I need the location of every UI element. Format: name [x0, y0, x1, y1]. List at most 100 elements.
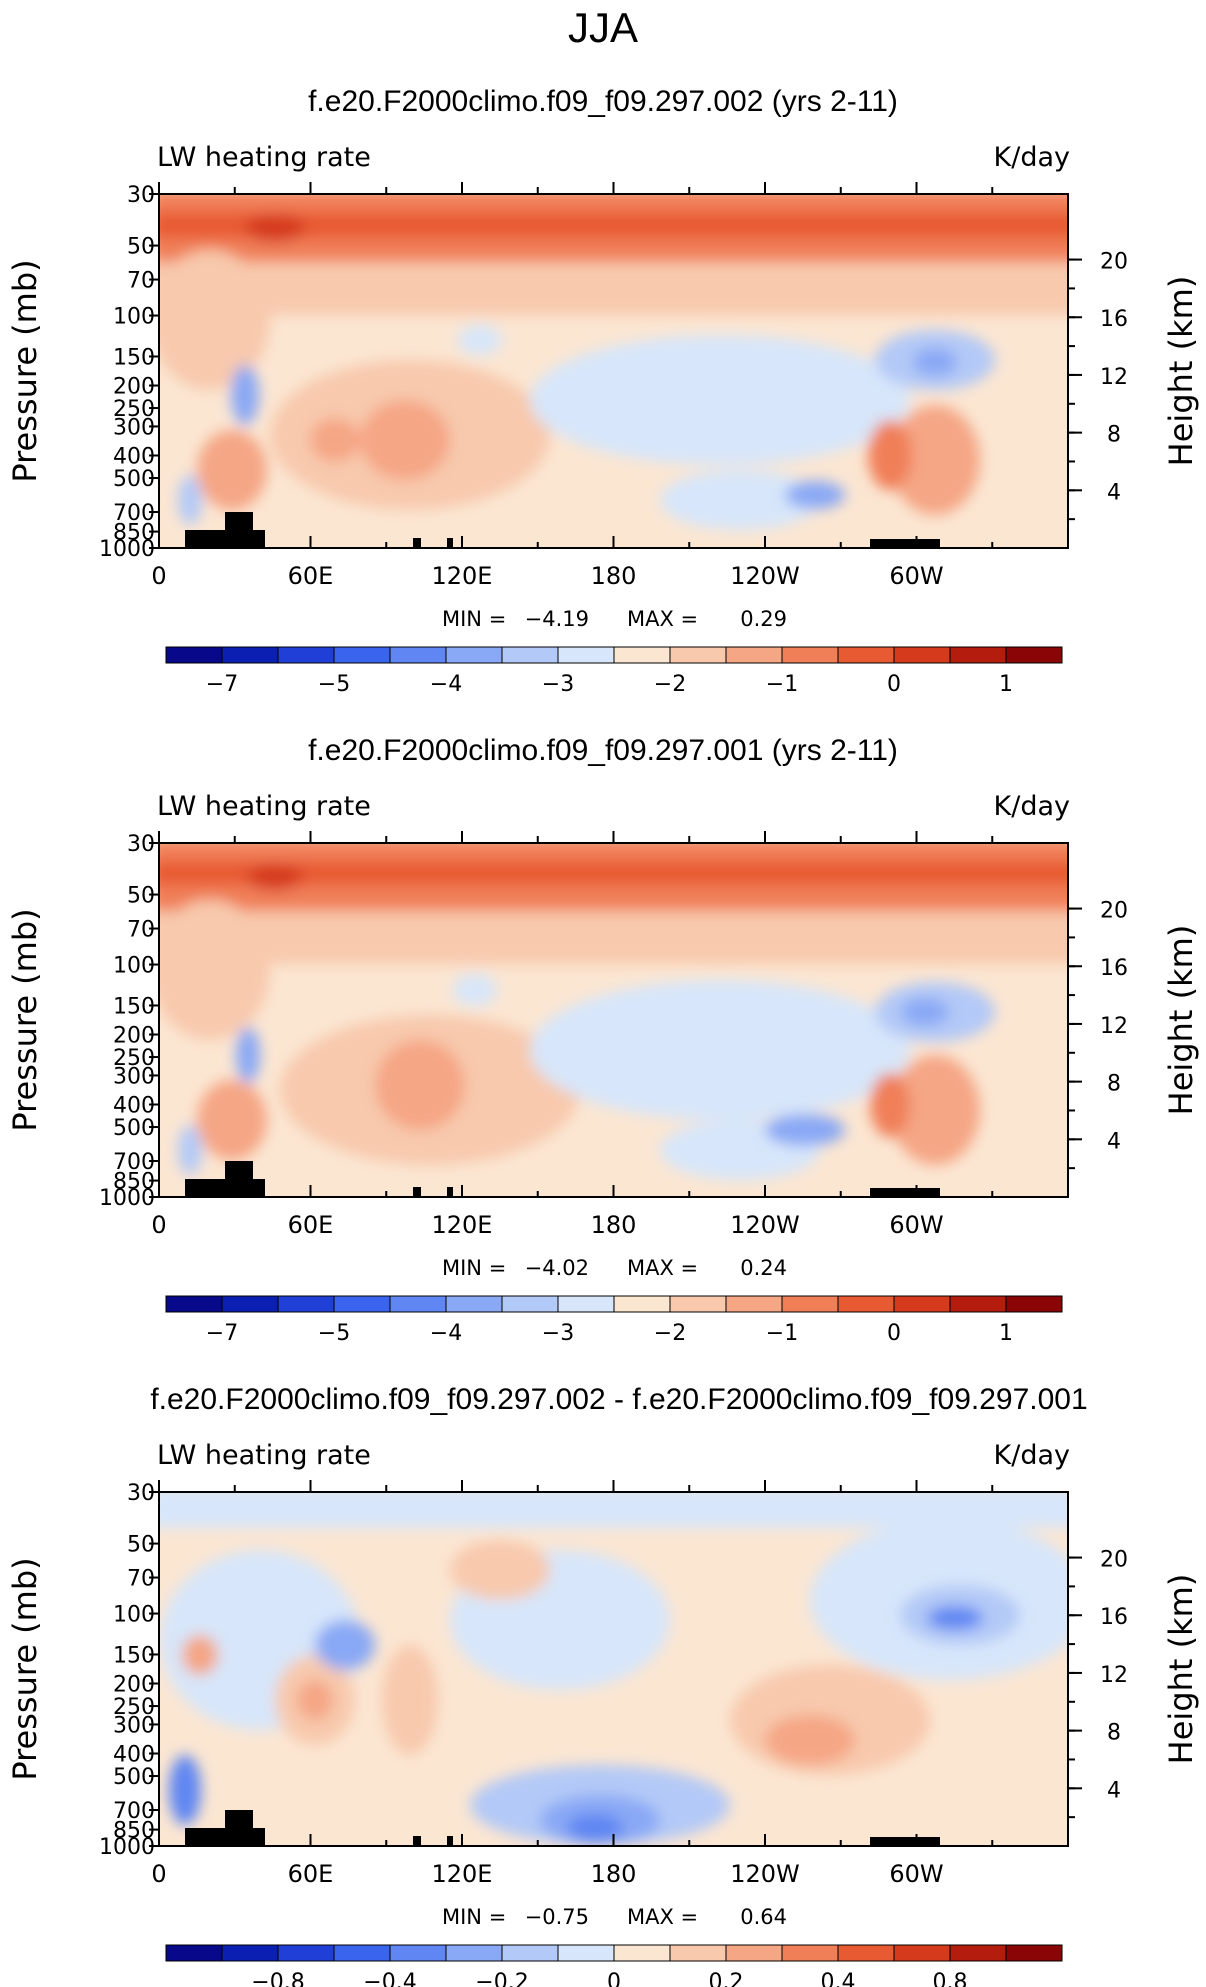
colorbar-swatch [221, 1944, 279, 1962]
colorbar-tick-label: 0 [887, 1321, 901, 1346]
y-tick-label: 100 [113, 305, 155, 330]
field-blobs [159, 194, 1068, 530]
y2-tick-label: 20 [1100, 899, 1128, 924]
colorbar-swatch [669, 646, 727, 664]
units-label: K/day [994, 1440, 1070, 1471]
colorbar-swatch [165, 1944, 223, 1962]
x-tick-label: 120E [432, 562, 493, 590]
contour-field [159, 843, 1068, 1197]
colorbar-swatch [501, 646, 559, 664]
y-tick-label: 50 [127, 1533, 155, 1558]
terrain-small-2 [447, 1836, 453, 1846]
max-label: MAX = [627, 1256, 698, 1280]
blob-blue-ne-core [913, 348, 957, 376]
max-value: 0.29 [740, 607, 787, 631]
contour-field [159, 1492, 1068, 1846]
colorbar-tick-label: −2 [654, 1321, 686, 1346]
terrain-andes [870, 1837, 940, 1846]
y-tick-label: 200 [113, 1673, 155, 1698]
colorbar-swatch [277, 646, 335, 664]
colorbar-tick-label: −2 [654, 672, 686, 697]
blob-blue-africa-mid [236, 1027, 260, 1083]
colorbar-swatch [445, 1295, 503, 1313]
x-tick-label: 60E [288, 1860, 334, 1888]
y2-axis-title: Height (km) [1162, 1574, 1200, 1765]
x-tick-label: 60W [889, 1211, 943, 1239]
terrain-small-1 [413, 1187, 421, 1197]
colorbar-swatch [949, 1295, 1007, 1313]
colorbar-swatch [501, 1295, 559, 1313]
y-tick-label: 400 [113, 1093, 155, 1118]
colorbar-swatch [893, 646, 951, 664]
min-value: −4.19 [525, 607, 589, 631]
colorbar-swatch [725, 1944, 783, 1962]
blob-blue-low-west [178, 475, 202, 525]
colorbar-swatch [613, 1295, 671, 1313]
colorbar-swatch [781, 1295, 839, 1313]
units-label: K/day [994, 142, 1070, 173]
y2-tick-label: 8 [1107, 1721, 1121, 1746]
colorbar-tick-label: −5 [318, 1321, 350, 1346]
variable-label: LW heating rate [157, 142, 371, 173]
colorbar-swatch [725, 1295, 783, 1313]
colorbar-swatch [333, 1944, 391, 1962]
x-tick-label: 180 [591, 1860, 637, 1888]
blob-blue-low-east [765, 1114, 845, 1146]
terrain-small-2 [447, 1187, 453, 1197]
blob-red-asia-core [297, 1680, 333, 1720]
season-title: JJA [568, 4, 638, 51]
blob-africa [197, 1080, 267, 1160]
x-axis: 0 60E 120E 180 120W 60W [151, 1480, 994, 1888]
blob-upper-blue-band [159, 1492, 1068, 1528]
terrain-andes [870, 1188, 940, 1197]
blob-asia-core [360, 400, 450, 480]
colorbar: −7 −5 −4 −3 −2 −1 0 1 [165, 646, 1063, 697]
colorbar-swatch [1005, 646, 1063, 664]
terrain-tibet [225, 512, 253, 548]
y-tick-label: 850 [113, 1170, 155, 1195]
colorbar-swatch [557, 646, 615, 664]
max-label: MAX = [627, 1905, 698, 1929]
colorbar: −0.8 −0.4 −0.2 0 0.2 0.4 0.8 [165, 1944, 1063, 1987]
colorbar-swatch [501, 1944, 559, 1962]
blob-india [310, 418, 360, 462]
y-tick-label: 70 [127, 1567, 155, 1592]
field-blobs [159, 843, 1068, 1180]
colorbar-swatch [837, 1295, 895, 1313]
blob-strat-core [159, 861, 1068, 885]
colorbar-tick-label: 0.2 [709, 1970, 744, 1987]
x-tick-label: 60E [288, 1211, 334, 1239]
blob-red-upper [450, 1540, 550, 1600]
y-tick-label: 30 [127, 183, 155, 208]
colorbar-tick-label: −3 [542, 672, 574, 697]
y-tick-label: 250 [113, 1046, 155, 1071]
y-tick-label: 70 [127, 918, 155, 943]
x-tick-label: 120E [432, 1211, 493, 1239]
min-value: −4.02 [525, 1256, 589, 1280]
colorbar-tick-label: −0.2 [475, 1970, 528, 1987]
colorbar-swatch [557, 1944, 615, 1962]
y2-axis: 20 16 12 8 4 [1068, 250, 1128, 521]
terrain-tibet [225, 1161, 253, 1197]
x-tick-label: 0 [151, 1860, 166, 1888]
y2-tick-label: 4 [1107, 480, 1121, 505]
y2-tick-label: 12 [1100, 365, 1128, 390]
blob-blue-low-west [178, 1125, 202, 1175]
variable-label: LW heating rate [157, 791, 371, 822]
y2-axis: 20 16 12 8 4 [1068, 899, 1128, 1170]
y2-tick-label: 4 [1107, 1778, 1121, 1803]
colorbar-swatch [165, 1295, 223, 1313]
y-tick-label: 1000 [99, 1186, 155, 1211]
colorbar-tick-label: 0.4 [821, 1970, 856, 1987]
y-tick-label: 100 [113, 954, 155, 979]
terrain-small-2 [447, 538, 453, 548]
x-tick-label: 180 [591, 562, 637, 590]
x-axis: 0 60E 120E 180 120W 60W [151, 182, 994, 590]
y-tick-label: 500 [113, 467, 155, 492]
y-tick-label: 1000 [99, 1835, 155, 1860]
colorbar-tick-label: −0.4 [363, 1970, 416, 1987]
y-axis-title: Pressure (mb) [6, 908, 44, 1131]
blob-tibet-upper [245, 214, 305, 242]
